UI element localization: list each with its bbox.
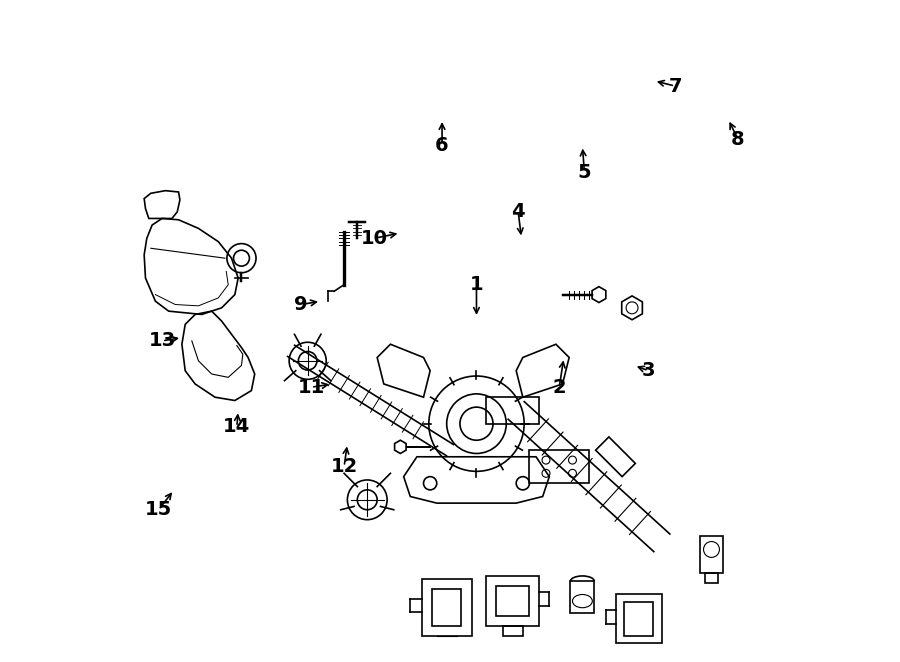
Bar (624, 602, 653, 636)
Bar (705, 573, 718, 583)
Text: 10: 10 (360, 229, 387, 248)
Text: 9: 9 (294, 295, 308, 314)
Text: 2: 2 (553, 378, 566, 397)
Text: 7: 7 (669, 77, 682, 95)
Text: 6: 6 (436, 136, 449, 155)
Bar (616, 594, 662, 643)
Bar (432, 589, 462, 626)
Bar (503, 626, 523, 636)
Bar (486, 576, 539, 626)
Bar (571, 581, 594, 613)
Text: 14: 14 (223, 418, 250, 436)
Text: 8: 8 (731, 130, 745, 148)
Text: 11: 11 (297, 378, 325, 397)
Bar (699, 536, 724, 573)
Text: 1: 1 (470, 275, 483, 294)
Text: 13: 13 (148, 332, 176, 350)
Bar (421, 579, 472, 636)
Bar (529, 450, 589, 483)
Bar (486, 397, 539, 424)
Text: 15: 15 (145, 500, 172, 519)
Text: 5: 5 (578, 163, 591, 181)
Text: 12: 12 (330, 457, 357, 476)
Text: 4: 4 (511, 203, 525, 221)
Bar (496, 586, 529, 616)
Text: 3: 3 (642, 361, 655, 380)
